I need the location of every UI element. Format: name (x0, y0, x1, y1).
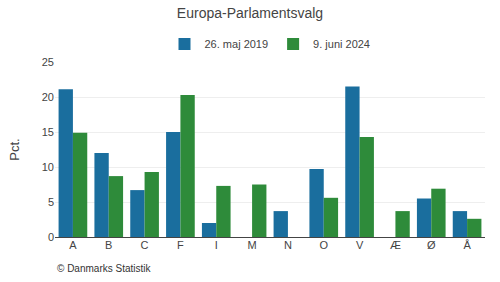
svg-text:26. maj 2019: 26. maj 2019 (205, 38, 269, 50)
svg-text:15: 15 (42, 126, 54, 138)
svg-text:© Danmarks Statistik: © Danmarks Statistik (57, 263, 152, 274)
svg-text:F: F (177, 239, 184, 251)
svg-text:Pct.: Pct. (7, 138, 22, 160)
svg-text:5: 5 (48, 196, 54, 208)
svg-text:10: 10 (42, 161, 54, 173)
svg-text:A: A (69, 239, 77, 251)
svg-text:I: I (215, 239, 218, 251)
svg-text:9. juni 2024: 9. juni 2024 (313, 38, 370, 50)
svg-text:V: V (356, 239, 364, 251)
svg-text:B: B (105, 239, 112, 251)
svg-text:Europa-Parlamentsvalg: Europa-Parlamentsvalg (177, 5, 323, 21)
svg-text:Ø: Ø (427, 239, 436, 251)
svg-text:C: C (141, 239, 149, 251)
svg-text:O: O (319, 239, 328, 251)
svg-text:25: 25 (42, 56, 54, 68)
svg-text:Æ: Æ (390, 239, 401, 251)
svg-text:20: 20 (42, 91, 54, 103)
svg-text:Å: Å (463, 239, 471, 251)
svg-text:N: N (284, 239, 292, 251)
svg-text:M: M (247, 239, 256, 251)
svg-text:0: 0 (48, 231, 54, 243)
